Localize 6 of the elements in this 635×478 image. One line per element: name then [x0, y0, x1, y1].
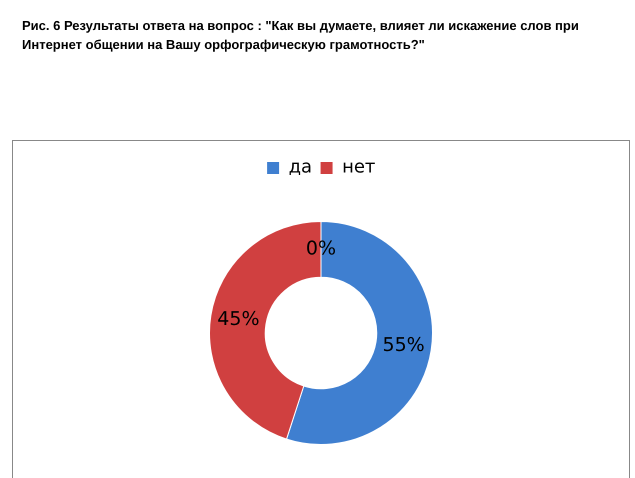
- text: 0%: [306, 237, 336, 260]
- legend-label: да: [288, 156, 312, 178]
- chart-title: Рис. 6 Результаты ответа на вопрос : "Как вы думаете, влияет ли искажение слов при Интернет общении на Вашу орфографическую грамотность?": [22, 17, 580, 54]
- legend-label: нет: [342, 156, 376, 178]
- data-label: 55%: [382, 334, 425, 356]
- data-label: 45%: [217, 308, 260, 330]
